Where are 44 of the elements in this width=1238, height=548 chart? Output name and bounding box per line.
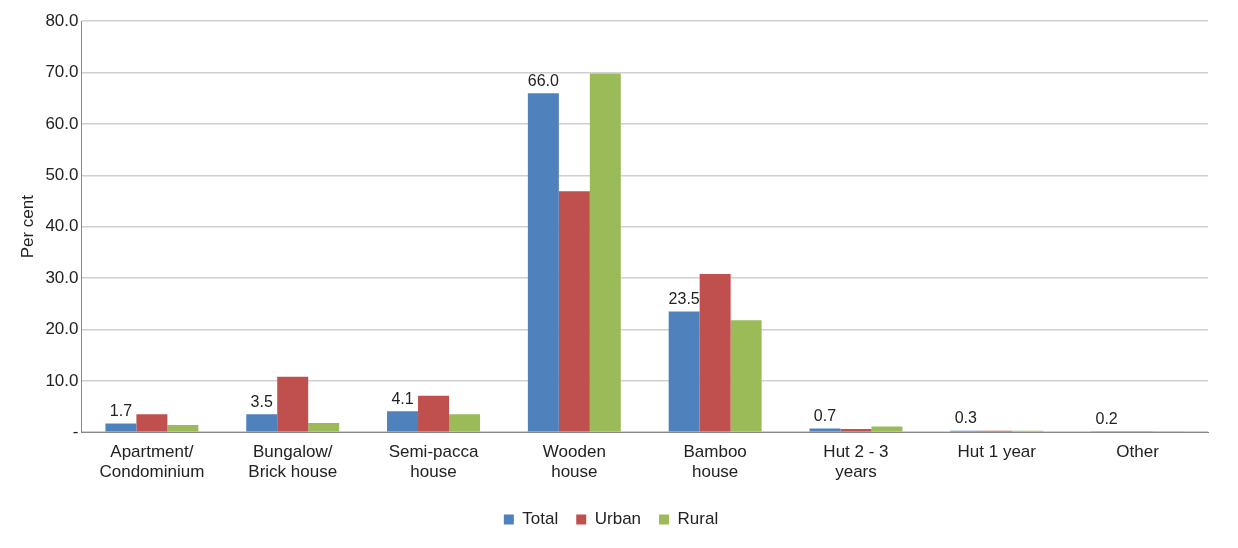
bar [277,376,309,432]
x-tick-label: Other [1116,442,1160,462]
data-label: 23.5 [668,289,700,307]
y-tick-label: 60.0 [45,113,79,133]
x-tick-label: Wooden house [542,442,606,482]
x-tick-label: Hut 1 year [957,442,1037,462]
bar [136,414,168,432]
y-tick-label: 50.0 [45,165,79,185]
data-label: 0.7 [813,407,837,425]
bar [105,423,137,432]
y-tick-label: 40.0 [45,216,79,236]
y-tick-label: 20.0 [45,319,79,339]
y-tick-label: 70.0 [45,62,79,82]
x-tick-label: Semi-pacca house [388,442,479,482]
data-label: 0.2 [1095,409,1118,427]
data-label: 4.1 [391,389,414,407]
bar [308,422,340,432]
bar [558,191,590,432]
bar [449,414,480,432]
bar [246,414,278,432]
bar [730,320,762,432]
data-label: 3.5 [250,392,273,410]
bar [699,273,731,432]
y-tick-label: - [72,421,79,441]
y-tick-label: 80.0 [45,10,79,30]
legend-label: Urban [594,509,642,529]
bar [668,311,700,432]
legend-label: Rural [677,509,719,529]
x-tick-label: Hut 2 - 3 years [823,442,889,482]
legend-label: Total [522,509,559,529]
data-label: 1.7 [109,401,133,419]
data-label: 66.0 [527,71,560,89]
y-tick-label: 10.0 [45,370,79,390]
bar [167,425,199,432]
x-tick-label: Bamboo house [683,442,747,482]
bar [387,411,419,432]
x-tick-label: Apartment/ Condominium [99,442,205,482]
bar [589,73,621,432]
y-tick-label: 30.0 [45,267,79,287]
bar [527,93,559,432]
x-tick-label: Bungalow/ Brick house [248,442,338,482]
bar [418,395,450,432]
data-label: 0.3 [954,409,978,427]
y-axis-title: Per cent [17,194,37,259]
